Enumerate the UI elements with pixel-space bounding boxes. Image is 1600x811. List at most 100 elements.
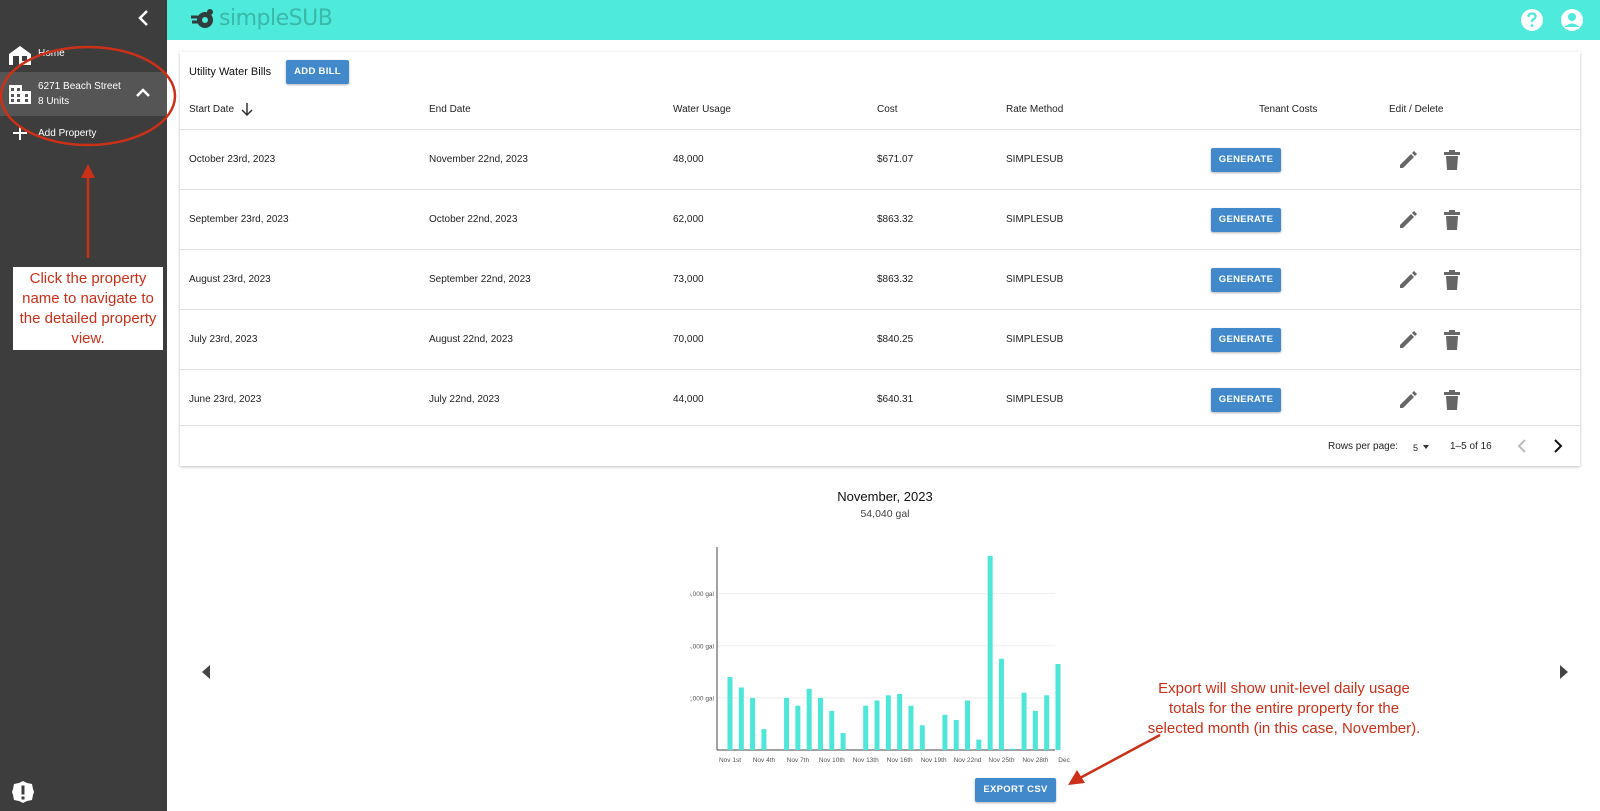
property-name[interactable]: 6271 Beach Street: [38, 81, 121, 92]
sidebar-annotation: Click the property name to navigate to t…: [13, 267, 163, 350]
rows-per-page-select[interactable]: 5: [1413, 438, 1430, 456]
rate-method-cell: SIMPLESUB: [1006, 394, 1064, 405]
table-row: June 23rd, 2023 July 22nd, 2023 44,000 $…: [180, 369, 1580, 429]
cost-cell: $840.25: [877, 334, 914, 345]
usage-bar: [1044, 695, 1050, 750]
table-row: September 23rd, 2023 October 22nd, 2023 …: [180, 189, 1580, 249]
next-month-button[interactable]: [1558, 664, 1570, 680]
x-tick-label: Nov 19th: [921, 757, 947, 764]
edit-icon[interactable]: [1397, 269, 1419, 291]
usage-bar: [1010, 748, 1016, 750]
table-row: July 23rd, 2023 August 22nd, 2023 70,000…: [180, 309, 1580, 369]
start-date-cell: July 23rd, 2023: [189, 334, 258, 345]
previous-month-button[interactable]: [200, 664, 212, 680]
usage-bar: [750, 697, 756, 750]
column-header-tenant-costs: Tenant Costs: [1259, 104, 1318, 115]
rate-method-cell: SIMPLESUB: [1006, 334, 1064, 345]
column-header-edit-delete: Edit / Delete: [1389, 104, 1444, 115]
column-header-end-date[interactable]: End Date: [429, 104, 471, 115]
x-tick-label: Nov 4th: [753, 757, 776, 764]
end-date-cell: July 22nd, 2023: [429, 394, 500, 405]
add-bill-button[interactable]: ADD BILL: [286, 60, 349, 84]
card-title: Utility Water Bills: [189, 66, 272, 78]
generate-button[interactable]: GENERATE: [1211, 268, 1281, 292]
generate-button[interactable]: GENERATE: [1211, 388, 1281, 412]
next-page-button[interactable]: [1548, 437, 1566, 455]
edit-icon[interactable]: [1397, 209, 1419, 231]
previous-page-button[interactable]: [1514, 437, 1532, 455]
end-date-cell: October 22nd, 2023: [429, 214, 518, 225]
usage-bar: [1055, 664, 1061, 750]
edit-icon[interactable]: [1397, 389, 1419, 411]
annotation-callout: [0, 45, 177, 258]
usage-month-title: November, 2023: [837, 489, 933, 504]
delete-icon[interactable]: [1441, 149, 1463, 171]
help-icon[interactable]: [1520, 8, 1544, 32]
usage-bar: [919, 725, 925, 750]
usage-total: 54,040 gal: [860, 508, 910, 520]
usage-bar: [942, 714, 948, 750]
sidebar-item-label: Add Property: [38, 128, 97, 139]
usage-bar: [897, 693, 903, 750]
sidebar-item-home[interactable]: Home: [8, 44, 163, 66]
usage-bar: [1021, 692, 1027, 750]
usage-bar: [795, 705, 801, 750]
alert-icon[interactable]: [11, 780, 35, 804]
building-icon: [8, 83, 32, 105]
start-date-cell: June 23rd, 2023: [189, 394, 262, 405]
usage-bar: [738, 687, 744, 750]
logo-icon: [191, 8, 213, 28]
usage-bar: [885, 695, 891, 750]
export-annotation: Export will show unit-level daily usage …: [1147, 680, 1421, 737]
sidebar-item-property[interactable]: 6271 Beach Street 8 Units: [0, 72, 167, 116]
x-tick-label: Nov 13th: [853, 757, 879, 764]
generate-button[interactable]: GENERATE: [1211, 208, 1281, 232]
column-header-start-date[interactable]: Start Date: [189, 103, 253, 117]
delete-icon[interactable]: [1441, 209, 1463, 231]
usage-bar: [987, 555, 993, 750]
delete-icon[interactable]: [1441, 329, 1463, 351]
generate-button[interactable]: GENERATE: [1211, 148, 1281, 172]
export-csv-button[interactable]: EXPORT CSV: [975, 778, 1056, 802]
delete-icon[interactable]: [1441, 269, 1463, 291]
usage-bar: [806, 688, 812, 750]
table-row: October 23rd, 2023 November 22nd, 2023 4…: [180, 129, 1580, 189]
x-tick-label: Nov 16th: [887, 757, 913, 764]
collapse-sidebar-button[interactable]: [134, 7, 154, 29]
usage-bar: [976, 739, 982, 750]
usage-bar: [908, 705, 914, 750]
chevron-up-icon[interactable]: [134, 85, 152, 101]
x-tick-label: Nov 22nd: [954, 757, 982, 764]
rate-method-cell: SIMPLESUB: [1006, 154, 1064, 165]
delete-icon[interactable]: [1441, 389, 1463, 411]
table-row: August 23rd, 2023 September 22nd, 2023 7…: [180, 249, 1580, 309]
rate-method-cell: SIMPLESUB: [1006, 274, 1064, 285]
y-tick-label: 6,000 gal: [690, 591, 715, 598]
column-header-cost[interactable]: Cost: [877, 104, 898, 115]
y-tick-label: 4,000 gal: [690, 643, 715, 650]
cost-cell: $640.31: [877, 394, 914, 405]
app-logo[interactable]: simpleSUB: [189, 6, 333, 31]
x-tick-label: Nov 1st: [719, 757, 741, 764]
water-usage-cell: 44,000: [673, 394, 704, 405]
generate-button[interactable]: GENERATE: [1211, 328, 1281, 352]
sidebar-item-label: Home: [38, 48, 65, 59]
x-tick-label: Dec 1st: [1058, 757, 1070, 764]
edit-icon[interactable]: [1397, 149, 1419, 171]
chevron-right-icon: [1554, 439, 1563, 453]
cost-cell: $671.07: [877, 154, 914, 165]
end-date-cell: September 22nd, 2023: [429, 274, 531, 285]
sidebar-item-add-property[interactable]: Add Property: [8, 124, 163, 144]
rows-per-page-label: Rows per page:: [1328, 441, 1399, 452]
property-units: 8 Units: [38, 96, 70, 107]
account-icon[interactable]: [1560, 8, 1584, 32]
usage-bar: [965, 700, 971, 750]
usage-bar: [874, 700, 880, 750]
start-date-cell: September 23rd, 2023: [189, 214, 289, 225]
daily-usage-chart: 2,000 gal 4,000 gal 6,000 gal Nov 1st Nov 4t…: [690, 547, 1070, 764]
column-header-rate-method[interactable]: Rate Method: [1006, 104, 1064, 115]
edit-icon[interactable]: [1397, 329, 1419, 351]
logo-text-suffix: SUB: [288, 6, 333, 31]
column-header-water-usage[interactable]: Water Usage: [673, 104, 731, 115]
usage-bar: [1032, 710, 1038, 750]
